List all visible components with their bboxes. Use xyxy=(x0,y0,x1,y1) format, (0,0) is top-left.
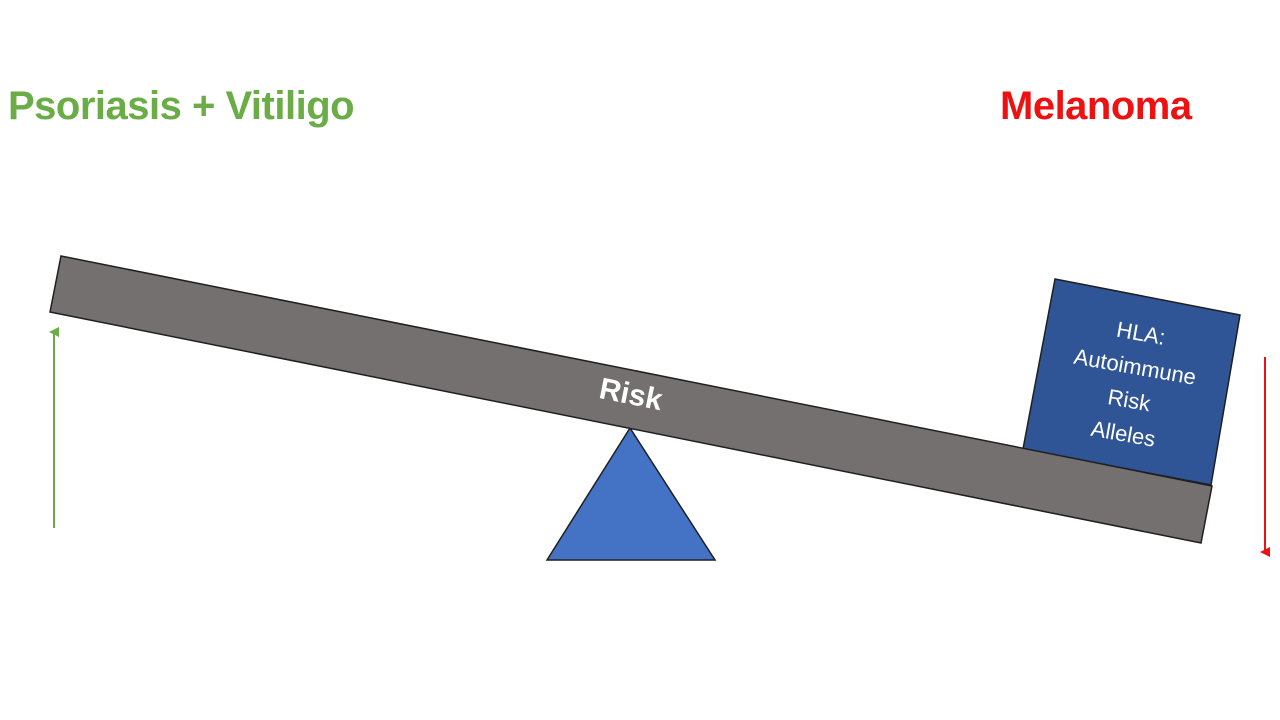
psoriasis-vitiligo-label: Psoriasis + Vitiligo xyxy=(8,84,355,128)
hla-weight-box: HLA: Autoimmune Risk Alleles xyxy=(1022,278,1241,486)
risk-beam: Risk xyxy=(49,255,1213,544)
melanoma-label: Melanoma xyxy=(1000,84,1192,128)
fulcrum-triangle xyxy=(545,426,717,561)
